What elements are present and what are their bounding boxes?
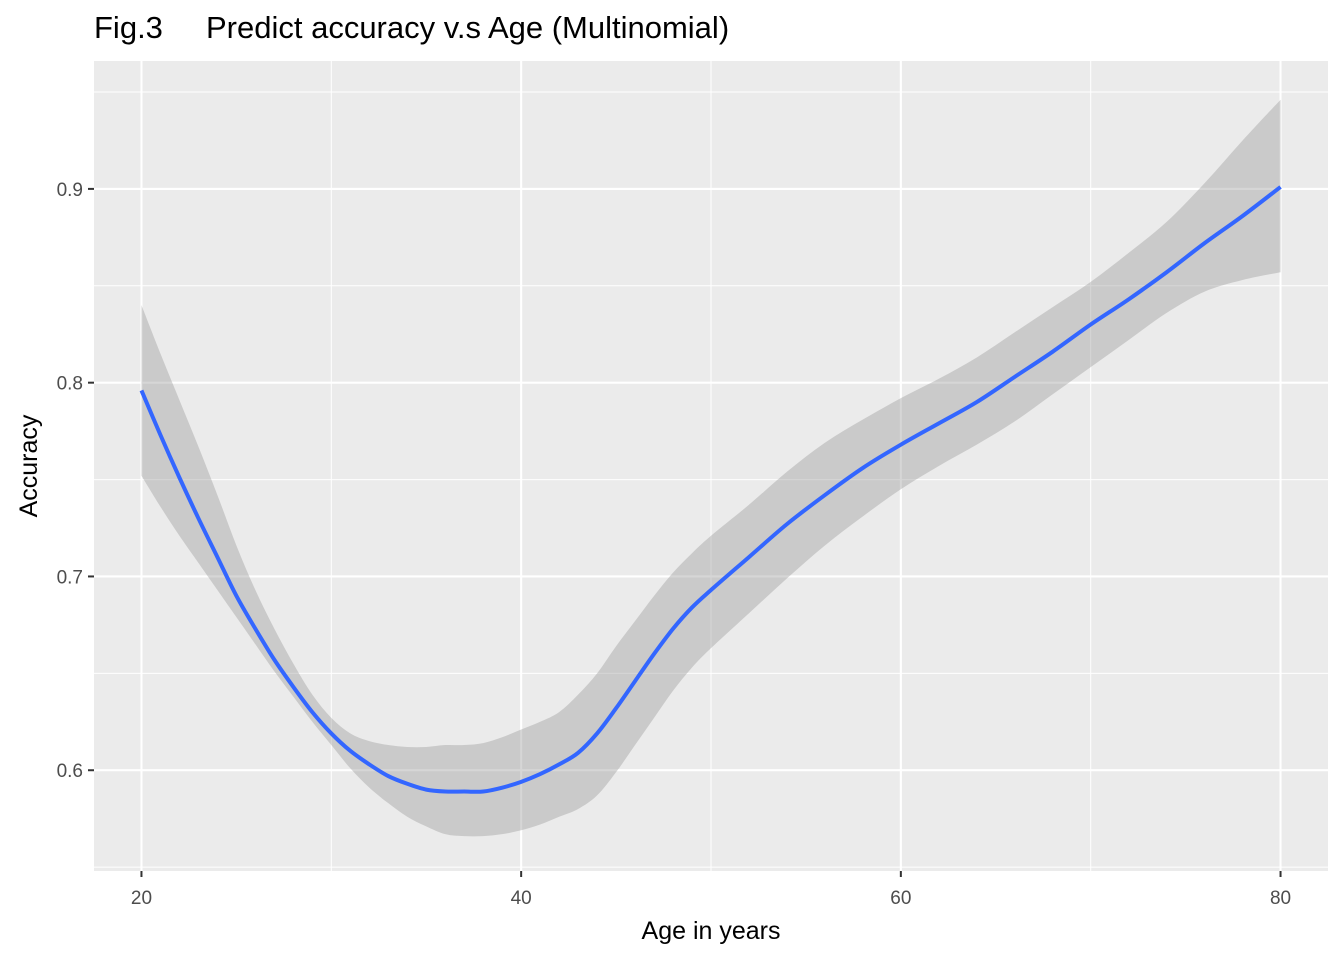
x-tick-label: 40 [511,888,532,909]
x-tick-label: 80 [1270,888,1291,909]
x-tick-label: 60 [890,888,911,909]
smooth-line [139,185,1282,794]
x-tick-label: 20 [131,888,152,909]
smooth-line-layer [139,185,1282,794]
x-axis-title: Age in years [642,917,781,945]
y-tick-label: 0.8 [57,374,83,395]
y-axis-title: Accuracy [15,414,43,517]
grid-major [94,61,1328,871]
chart-title: Fig.3 Predict accuracy v.s Age (Multinom… [94,10,730,45]
y-tick-label: 0.6 [57,761,83,782]
y-tick-label: 0.7 [57,567,83,588]
axis-tick-labels: 20 40 60 80 0.6 0.7 0.8 0.9 [57,180,1292,909]
axis-ticks [88,187,1282,877]
y-tick-label: 0.9 [57,180,83,201]
